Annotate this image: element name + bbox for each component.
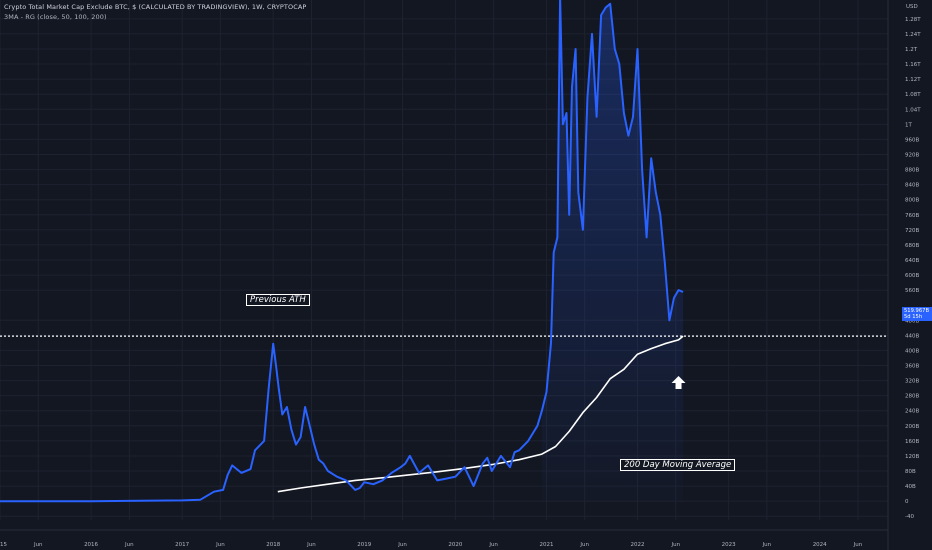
y-tick-label: 840B bbox=[905, 183, 919, 189]
y-tick-label: 0 bbox=[905, 499, 909, 505]
y-tick-label: 1.28T bbox=[905, 17, 921, 23]
y-tick-label: 920B bbox=[905, 152, 919, 158]
price-area-fill bbox=[541, 0, 684, 502]
x-tick-label: Jun bbox=[124, 542, 134, 548]
y-tick-label: 1.16T bbox=[905, 62, 921, 68]
price-tag-countdown: 5d 15h bbox=[904, 314, 923, 320]
x-tick-label: Jun bbox=[579, 542, 589, 548]
y-tick-label: 760B bbox=[905, 213, 919, 219]
x-tick-label: 2023 bbox=[722, 542, 736, 548]
x-tick-label: 2017 bbox=[175, 542, 189, 548]
grid bbox=[0, 0, 888, 520]
y-tick-label: 600B bbox=[905, 273, 919, 279]
y-tick-label: 480B bbox=[905, 318, 919, 324]
up-arrow-icon bbox=[671, 376, 686, 389]
y-tick-label: 800B bbox=[905, 198, 919, 204]
y-tick-label: 200B bbox=[905, 424, 919, 430]
y-tick-label: 1.2T bbox=[905, 47, 918, 53]
y-tick-label: 360B bbox=[905, 364, 919, 370]
x-tick-label: Jun bbox=[306, 542, 316, 548]
y-tick-label: 720B bbox=[905, 228, 919, 234]
previous-ath-label[interactable]: Previous ATH bbox=[246, 294, 310, 306]
x-tick-label: 2019 bbox=[357, 542, 371, 548]
y-tick-label: 1.12T bbox=[905, 77, 921, 83]
x-tick-label: Jun bbox=[670, 542, 680, 548]
y-tick-label: 1.04T bbox=[905, 107, 921, 113]
x-tick-label: 2020 bbox=[448, 542, 462, 548]
y-tick-label: 280B bbox=[905, 394, 919, 400]
moving-average-label[interactable]: 200 Day Moving Average bbox=[620, 459, 736, 471]
y-tick-label: 320B bbox=[905, 379, 919, 385]
y-tick-label: 1.24T bbox=[905, 32, 921, 38]
x-tick-label: Jun bbox=[853, 542, 863, 548]
ma-series bbox=[277, 335, 684, 493]
x-tick-label: Jun bbox=[762, 542, 772, 548]
y-tick-label: 560B bbox=[905, 288, 919, 294]
x-tick-label: 15 bbox=[0, 542, 7, 548]
y-tick-label: 680B bbox=[905, 243, 919, 249]
price-line bbox=[0, 0, 684, 503]
price-tag-value: 519.967B bbox=[904, 308, 930, 314]
x-tick-label: Jun bbox=[397, 542, 407, 548]
x-tick-label: 2018 bbox=[266, 542, 280, 548]
y-tick-label: 120B bbox=[905, 454, 919, 460]
x-tick-label: 2024 bbox=[813, 542, 827, 548]
chart-title: Crypto Total Market Cap Exclude BTC, $ (… bbox=[4, 3, 307, 11]
ma-line bbox=[277, 335, 684, 493]
y-axis-unit: USD bbox=[906, 4, 918, 10]
price-series bbox=[0, 0, 684, 503]
price-tag: 519.967B 5d 15h bbox=[902, 307, 932, 321]
x-tick-label: Jun bbox=[33, 542, 43, 548]
y-tick-label: 960B bbox=[905, 137, 919, 143]
y-tick-label: 240B bbox=[905, 409, 919, 415]
x-tick-label: Jun bbox=[488, 542, 498, 548]
y-tick-label: 1.08T bbox=[905, 92, 921, 98]
y-tick-label: 880B bbox=[905, 168, 919, 174]
y-tick-label: -40 bbox=[905, 514, 914, 520]
y-tick-label: 440B bbox=[905, 333, 919, 339]
y-tick-label: 400B bbox=[905, 348, 919, 354]
y-tick-label: 40B bbox=[905, 484, 916, 490]
y-tick-label: 1T bbox=[905, 122, 912, 128]
x-tick-label: 2016 bbox=[84, 542, 98, 548]
y-tick-label: 640B bbox=[905, 258, 919, 264]
y-tick-label: 160B bbox=[905, 439, 919, 445]
x-axis: 15 Jun 2016 Jun 2017 Jun 2018 Jun 2019 Jun 2020 Jun… bbox=[0, 529, 888, 548]
indicator-label: 3MA - RG (close, 50, 100, 200) bbox=[4, 13, 107, 21]
x-tick-label: 2022 bbox=[631, 542, 645, 548]
y-tick-label: 80B bbox=[905, 469, 916, 475]
x-tick-label: Jun bbox=[215, 542, 225, 548]
price-area bbox=[541, 0, 684, 502]
x-tick-label: 2021 bbox=[539, 542, 553, 548]
y-axis: USD 1.28T 1.24T 1.2T 1.16T 1.12T 1.08T 1.04T 1T 9… bbox=[887, 0, 921, 550]
